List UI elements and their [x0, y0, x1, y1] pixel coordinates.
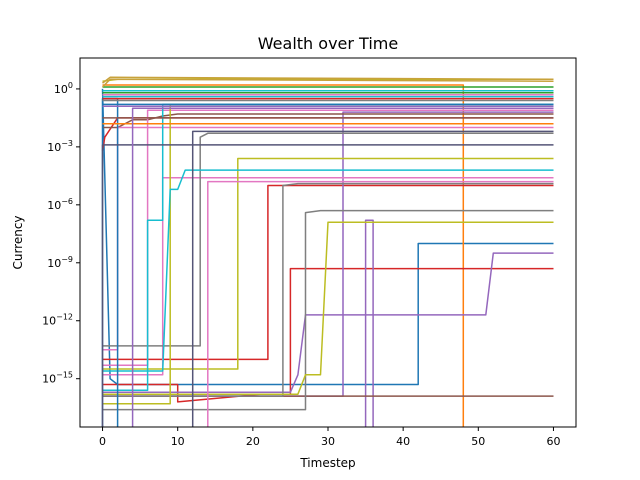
x-tick-label: 60 [546, 435, 560, 448]
x-axis-ticks: 0 10 20 30 40 50 60 [99, 427, 560, 448]
y-axis-label: Currency [11, 215, 25, 269]
y-tick-base: 10 [47, 141, 61, 154]
series-line-16 [102, 209, 554, 411]
series-line-18 [102, 132, 554, 347]
series-line-40 [102, 76, 554, 84]
chart-title: Wealth over Time [258, 34, 398, 53]
y-tick-base: 10 [47, 199, 61, 212]
series-line-38 [131, 107, 554, 427]
series-line-23 [102, 169, 554, 372]
y-tick-label: 10−6 [47, 197, 73, 212]
y-tick-base: 10 [54, 83, 68, 96]
y-tick-base: 10 [47, 257, 61, 270]
y-tick-exponent: −6 [61, 197, 73, 206]
x-tick-label: 20 [246, 435, 260, 448]
y-tick-exponent: −3 [61, 139, 73, 148]
y-tick-exponent: 0 [68, 81, 73, 90]
y-tick-label: 10−3 [47, 139, 73, 154]
series-line-10 [364, 219, 374, 427]
x-tick-label: 0 [99, 435, 106, 448]
y-tick-label: 10−12 [42, 313, 73, 328]
series-line-2 [102, 84, 465, 427]
series-line-5 [102, 184, 554, 361]
series-layer [101, 76, 554, 427]
x-tick-label: 30 [321, 435, 335, 448]
series-line-20 [102, 221, 554, 395]
y-tick-label: 100 [54, 81, 73, 96]
series-line-39 [207, 180, 554, 427]
x-tick-label: 50 [471, 435, 485, 448]
series-line-41 [101, 78, 554, 88]
y-tick-base: 10 [42, 315, 56, 328]
series-line-36 [101, 144, 554, 427]
series-line-17 [102, 182, 554, 397]
x-tick-label: 10 [171, 435, 185, 448]
x-tick-label: 40 [396, 435, 410, 448]
x-axis-label: Timestep [299, 456, 355, 470]
y-tick-exponent: −9 [61, 255, 73, 264]
y-tick-base: 10 [42, 373, 56, 386]
y-tick-label: 10−15 [42, 371, 73, 386]
series-line-37 [191, 130, 554, 427]
y-tick-label: 10−9 [47, 255, 73, 270]
y-tick-exponent: −15 [56, 371, 73, 380]
y-tick-exponent: −12 [56, 313, 73, 322]
